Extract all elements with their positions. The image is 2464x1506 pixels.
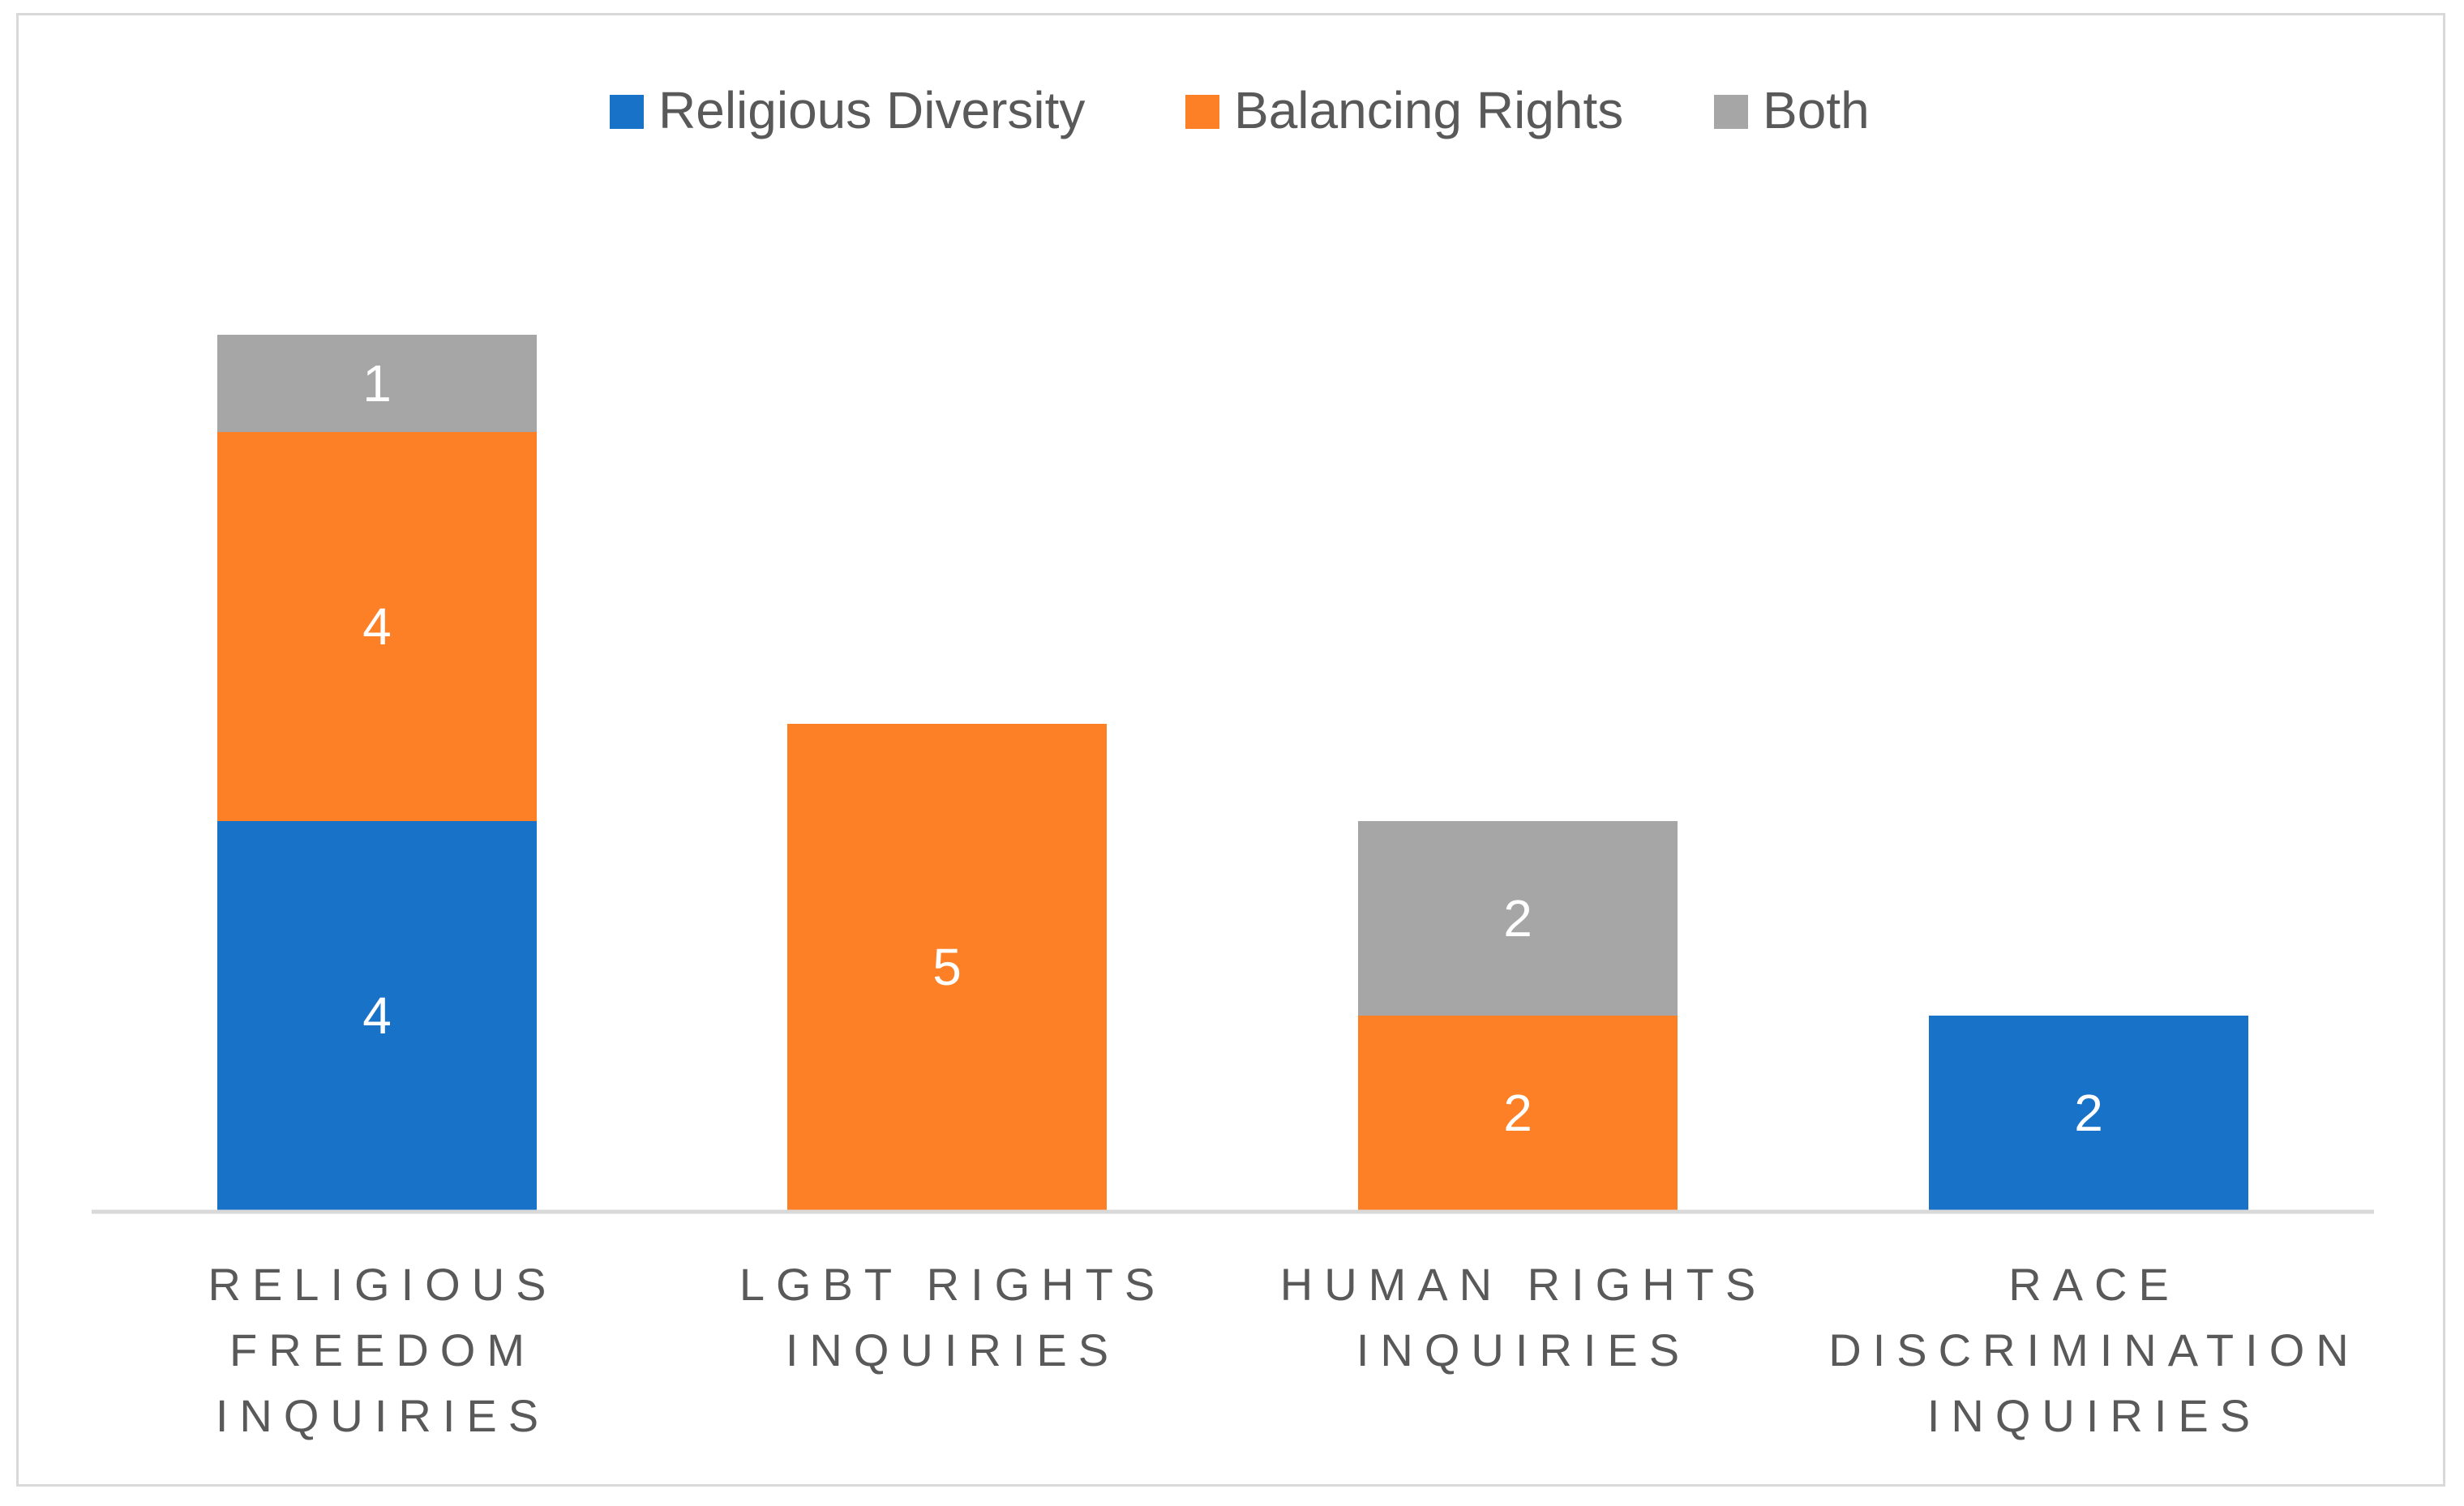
category-label-human-rights-inquiries-line-1: HUMAN RIGHTS xyxy=(1280,1259,1767,1310)
legend-label-religious-diversity: Religious Diversity xyxy=(658,81,1085,139)
category-labels: RELIGIOUS FREEDOM INQUIRIES LGBT RIGHTS INQU… xyxy=(208,1259,2359,1441)
data-label-religious-freedom-inquiries-religious-diversity: 4 xyxy=(362,986,392,1045)
bar-human-rights-inquiries-both xyxy=(1358,821,1678,1016)
category-label-religious-freedom-inquiries-line-2: FREEDOM xyxy=(229,1324,536,1376)
legend-swatch-religious-diversity xyxy=(610,95,644,129)
bar-religious-freedom-inquiries-balancing-rights xyxy=(217,432,537,821)
category-label-lgbt-rights-inquiries-line-1: LGBT RIGHTS xyxy=(739,1259,1166,1310)
category-label-human-rights-inquiries-line-2: INQUIRIES xyxy=(1356,1324,1691,1376)
category-label-race-discrimination-inquiries-line-2: DISCRIMINATION xyxy=(1828,1324,2359,1376)
legend: Religious Diversity Balancing Rights Both xyxy=(610,81,1870,139)
category-label-race-discrimination-inquiries-line-1: RACE xyxy=(2008,1259,2180,1310)
bar-lgbt-rights-inquiries-balancing-rights xyxy=(787,724,1107,1210)
data-label-race-discrimination-inquiries-religious-diversity: 2 xyxy=(2074,1084,2103,1142)
data-label-religious-freedom-inquiries-balancing-rights: 4 xyxy=(362,597,392,656)
legend-label-balancing-rights: Balancing Rights xyxy=(1234,81,1623,139)
data-label-human-rights-inquiries-both: 2 xyxy=(1503,889,1532,948)
bar-religious-freedom-inquiries-both xyxy=(217,335,537,432)
category-label-lgbt-rights-inquiries-line-2: INQUIRIES xyxy=(786,1324,1120,1376)
bar-race-discrimination-inquiries-religious-diversity xyxy=(1929,1016,2248,1210)
category-label-race-discrimination-inquiries-line-3: INQUIRIES xyxy=(1927,1390,2261,1441)
bar-religious-freedom-inquiries-religious-diversity xyxy=(217,821,537,1210)
legend-label-both: Both xyxy=(1763,81,1870,139)
bars: 4 4 1 5 2 2 2 xyxy=(217,335,2248,1210)
bar-human-rights-inquiries-balancing-rights xyxy=(1358,1016,1678,1210)
data-label-human-rights-inquiries-balancing-rights: 2 xyxy=(1503,1084,1532,1142)
category-label-religious-freedom-inquiries-line-3: INQUIRIES xyxy=(216,1390,550,1441)
data-label-religious-freedom-inquiries-both: 1 xyxy=(362,354,392,413)
legend-swatch-both xyxy=(1714,95,1748,129)
category-label-religious-freedom-inquiries-line-1: RELIGIOUS xyxy=(208,1259,558,1310)
data-label-lgbt-rights-inquiries-balancing-rights: 5 xyxy=(932,938,962,996)
legend-swatch-balancing-rights xyxy=(1185,95,1219,129)
